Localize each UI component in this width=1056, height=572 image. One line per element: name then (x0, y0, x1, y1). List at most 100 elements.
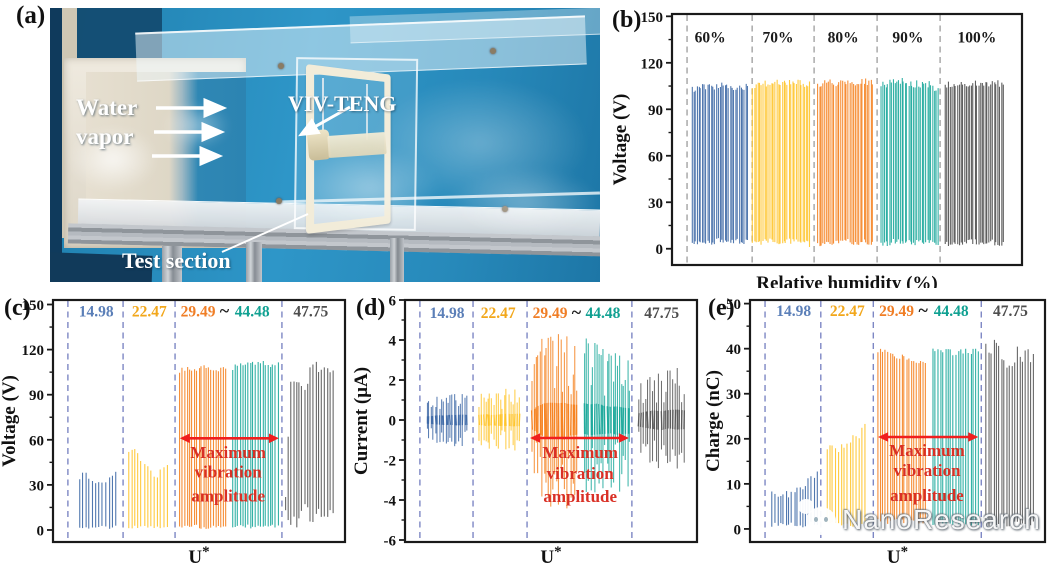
group-label: 60% (695, 30, 726, 47)
burst-group-29.49 (179, 365, 227, 529)
annotation-text-line: vibration (893, 461, 961, 480)
y-tick-label: 20 (726, 432, 741, 448)
burst-group-44.48 (232, 360, 279, 529)
annotation-text-line: amplitude (890, 486, 964, 505)
viv-teng-label: VIV-TENG (288, 91, 397, 116)
panel-label: (e) (708, 295, 735, 321)
vapor-mist (370, 78, 590, 208)
group-labels: 14.98 22.47 29.49 44.48 47.75 ~ (776, 300, 1028, 320)
y-tick-label: 150 (641, 10, 664, 26)
burst-group-100% (944, 80, 1004, 247)
y-tick-label: -4 (384, 494, 397, 510)
burst-group-44.48 (583, 338, 630, 493)
y-tick-label: 60 (648, 149, 663, 165)
y-tick-label: 40 (726, 342, 741, 358)
screw-icon (276, 198, 282, 204)
chart-panel-c: Maximum vibration amplitude 0 30 60 90 120 150 14… (0, 288, 352, 572)
vapor-mist (450, 168, 600, 238)
y-tick-label: 60 (29, 433, 44, 449)
screw-icon (502, 206, 508, 212)
y-tick-label: 120 (22, 343, 45, 359)
burst-group-90% (880, 78, 939, 246)
burst-group-29.49 (530, 334, 578, 509)
viv-teng-arrow-icon (298, 105, 351, 137)
burst-group-80% (817, 78, 873, 247)
burst-group-22.47 (128, 449, 168, 529)
y-axis-label: Current (μA) (352, 367, 372, 475)
chart-panel-d: Maximum vibration amplitude -6 -4 -2 0 2 4 6 14.98… (352, 288, 704, 572)
y-tick-label: -6 (384, 534, 397, 550)
chart-panel-e: Maximum vibration amplitude 0 10 20 30 40 50 14.9… (704, 288, 1056, 572)
y-axis: 0 30 60 90 120 150 (641, 10, 672, 258)
burst-group-14.98 (79, 471, 117, 529)
annotation-text-line: amplitude (543, 487, 617, 506)
annotation-text-line: Maximum (542, 443, 618, 462)
burst-group-47.75 (285, 361, 334, 528)
separator-lines (764, 301, 982, 541)
group-label: 14.98 (430, 305, 465, 322)
y-tick-label: 50 (726, 297, 741, 313)
group-label: 22.47 (481, 305, 516, 322)
y-tick-label: 0 (734, 522, 742, 538)
group-label: 22.47 (132, 304, 167, 321)
annotation-text-line: vibration (547, 464, 615, 483)
group-labels: 60% 70% 80% 90% 100% (695, 30, 997, 47)
group-label: 47.75 (993, 303, 1028, 320)
panel-label: (b) (612, 7, 641, 33)
chart-d-svg: Maximum vibration amplitude -6 -4 -2 0 2 4 6 14.98… (352, 294, 699, 568)
panel-label: (c) (4, 295, 31, 321)
group-label: 100% (957, 30, 996, 47)
screw-icon (490, 48, 496, 54)
y-tick-label: 0 (37, 523, 45, 539)
experiment-photo: Water vapor VIV-TENG Test section (50, 8, 600, 282)
annotation-text-line: vibration (195, 462, 263, 481)
group-labels: 14.98 22.47 29.49 44.48 47.75 ~ (430, 302, 680, 322)
watermark-text: NanoResearch (842, 504, 1041, 535)
water-vapor-label: Water vapor (76, 95, 137, 149)
table-leg (162, 246, 182, 282)
tilde-label: ~ (572, 302, 582, 322)
burst-group-47.75 (637, 368, 686, 469)
x-axis-label: U* (540, 544, 561, 568)
plot-frame (670, 12, 1024, 267)
group-label: 90% (892, 30, 923, 47)
group-label: 44.48 (586, 305, 621, 322)
vapor-mist (300, 148, 440, 228)
backdrop-left-strip (50, 8, 62, 282)
y-axis-label: Voltage (V) (0, 375, 20, 467)
annotation-text-line: Maximum (190, 443, 266, 462)
suspension-wire (322, 78, 324, 140)
group-label: 80% (828, 30, 859, 47)
burst-group-14.98 (426, 394, 468, 447)
annotation-text-line: Maximum (889, 441, 965, 460)
group-label: 44.48 (235, 304, 270, 321)
x-axis-label: U* (188, 544, 209, 568)
y-tick-label: 4 (389, 334, 397, 350)
panel-label: (d) (356, 295, 385, 321)
y-axis-label: Charge (nC) (704, 370, 724, 472)
y-axis: 0 10 20 30 40 50 (726, 297, 750, 538)
panel-a-label: (a) (16, 2, 46, 29)
x-axis-label: U* (887, 544, 908, 568)
group-label: 22.47 (830, 303, 865, 320)
group-label: 29.49 (181, 304, 216, 321)
burst-group-22.47 (478, 388, 521, 451)
burst-group-47.75 (985, 339, 1034, 528)
table-leg (246, 242, 262, 282)
group-label: 47.75 (644, 305, 679, 322)
y-axis: 0 30 60 90 120 150 (22, 298, 53, 539)
y-tick-label: 150 (22, 298, 45, 314)
max-vibration-annotation: Maximum vibration amplitude (530, 433, 629, 506)
y-axis: -6 -4 -2 0 2 4 6 (384, 294, 405, 550)
chart-panel-b: 0 30 60 90 120 150 60% 70% 80% 90% 100% (b) Relative… (608, 0, 1056, 298)
plot-frame (403, 298, 699, 544)
group-labels: 14.98 22.47 29.49 44.48 47.75 ~ (79, 301, 329, 321)
y-tick-label: 30 (29, 478, 44, 494)
y-tick-label: 0 (656, 242, 664, 258)
group-label: 44.48 (934, 303, 969, 320)
